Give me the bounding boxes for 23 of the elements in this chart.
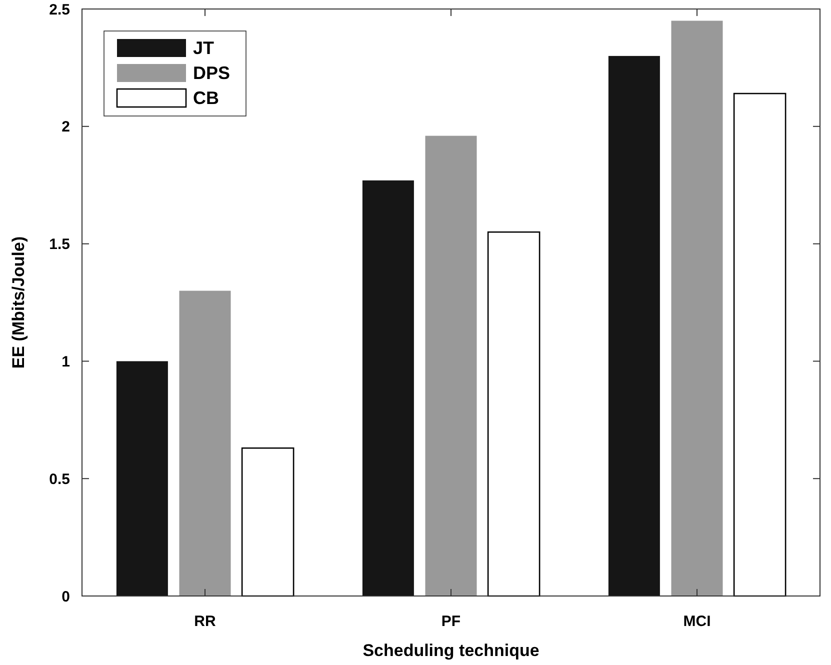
- y-tick-label: 1: [62, 353, 70, 370]
- legend-label: JT: [193, 38, 214, 58]
- bar: [487, 231, 540, 597]
- y-tick-label: 2: [62, 118, 70, 136]
- y-tick-label: 0.5: [49, 470, 70, 488]
- x-tick-label: RR: [194, 613, 216, 630]
- y-tick-label: 0: [62, 588, 70, 606]
- legend-label: CB: [193, 88, 219, 108]
- bar: [179, 290, 231, 596]
- bar: [608, 56, 660, 596]
- legend-label: DPS: [193, 63, 230, 83]
- bar: [116, 361, 168, 596]
- bar: [671, 20, 723, 596]
- y-tick-label: 2.5: [49, 1, 70, 18]
- bar: [425, 136, 477, 596]
- x-axis-title: Scheduling technique: [362, 641, 540, 660]
- y-axis-title: EE (Mbits/Joule): [9, 236, 28, 369]
- bar: [733, 92, 786, 597]
- bar: [241, 447, 294, 597]
- y-tick-label: 1.5: [49, 236, 70, 254]
- bar: [362, 180, 414, 596]
- x-tick-label: PF: [441, 613, 461, 630]
- x-tick-label: MCI: [683, 613, 711, 630]
